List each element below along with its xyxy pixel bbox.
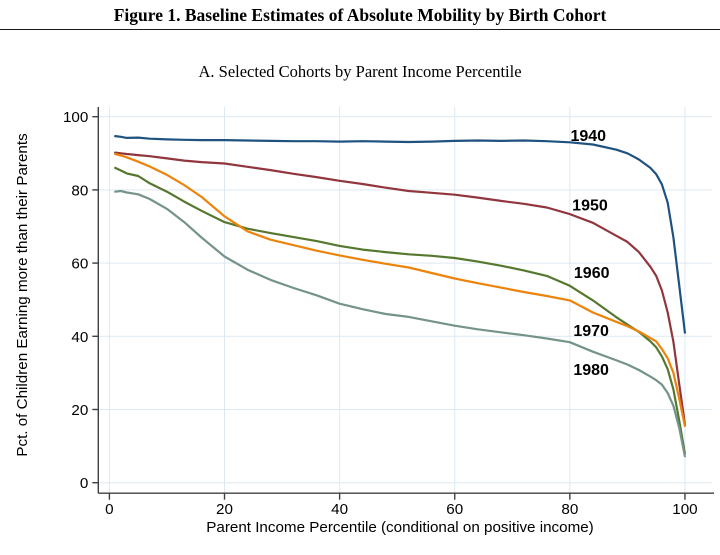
x-tick-label: 80: [561, 501, 578, 518]
x-tick-label: 60: [446, 501, 463, 518]
tick-labels: 0 20 40 60 80 100 0 20 40 60 80 100: [63, 109, 698, 518]
series-line-1980: [114, 189, 687, 458]
figure-title: Figure 1. Baseline Estimates of Absolute…: [113, 5, 607, 25]
y-tick-label: 20: [71, 402, 88, 419]
title-rule: [0, 29, 720, 30]
y-tick-label: 0: [80, 475, 88, 492]
series-line-1940: [114, 135, 687, 334]
cohort-labels: 1940 1950 1960 1970 1980: [570, 128, 609, 379]
x-tick-label: 100: [672, 501, 697, 518]
x-axis-label: Parent Income Percentile (conditional on…: [206, 519, 593, 536]
data-series: [114, 135, 687, 458]
axes: [92, 107, 714, 500]
series-line-1970: [114, 152, 687, 428]
x-tick-label: 20: [216, 501, 233, 518]
y-tick-label: 80: [71, 182, 88, 199]
panel-subtitle: A. Selected Cohorts by Parent Income Per…: [198, 62, 522, 81]
cohort-label-1940: 1940: [570, 128, 606, 145]
x-tick-label: 0: [105, 501, 113, 518]
series-line-1950: [114, 151, 687, 426]
x-tick-label: 40: [331, 501, 348, 518]
cohort-label-1960: 1960: [574, 265, 610, 282]
cohort-label-1980: 1980: [573, 362, 609, 379]
series-line-1960: [114, 166, 687, 455]
cohort-label-1970: 1970: [573, 323, 609, 340]
y-tick-label: 100: [63, 109, 88, 126]
gridlines: [98, 107, 712, 494]
y-axis-label: Pct. of Children Earning more than their…: [14, 133, 31, 457]
cohort-label-1950: 1950: [572, 197, 608, 214]
y-tick-label: 60: [71, 256, 88, 273]
y-tick-label: 40: [71, 329, 88, 346]
